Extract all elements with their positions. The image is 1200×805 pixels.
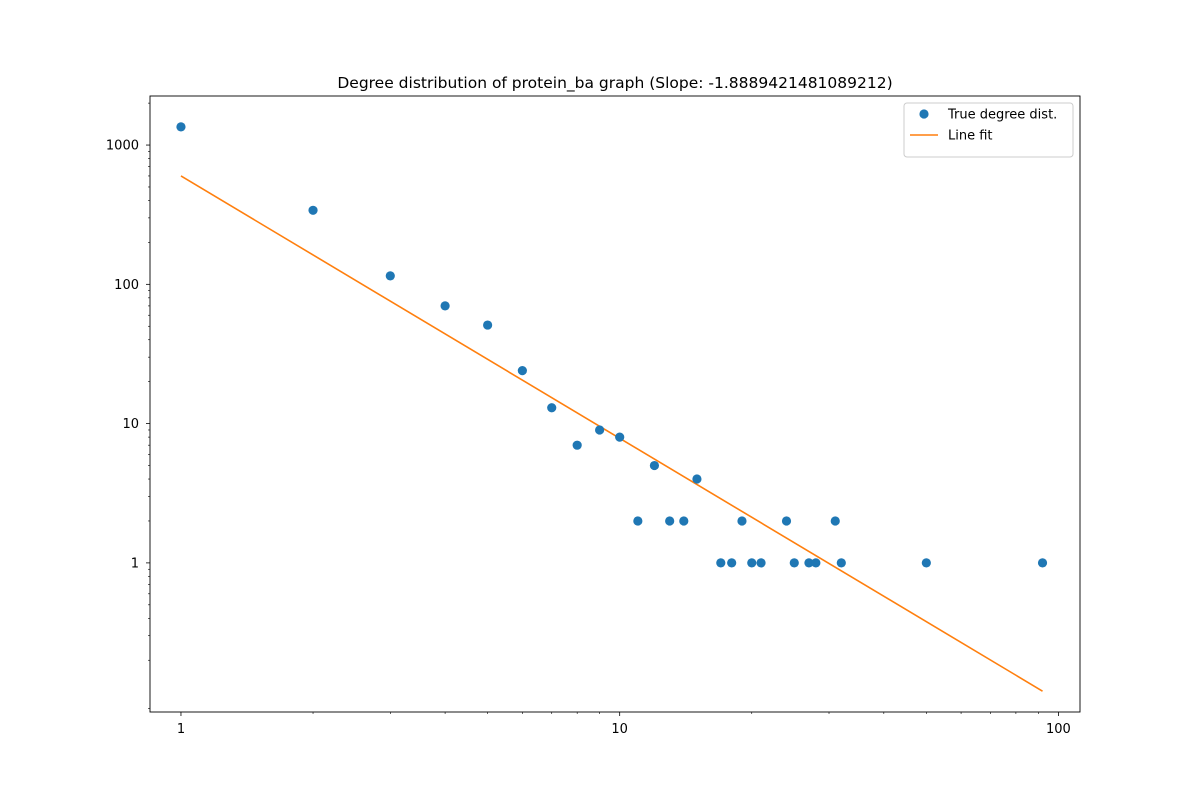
legend-label: Line fit — [948, 129, 993, 144]
data-point — [633, 516, 643, 526]
x-tick-label: 100 — [1046, 722, 1071, 737]
data-point — [517, 366, 527, 376]
chart-title: Degree distribution of protein_ba graph … — [337, 74, 892, 93]
x-tick-label: 1 — [177, 722, 185, 737]
plot-area: 1 10 100 1 10 100 1000 — [106, 95, 1081, 737]
data-point — [716, 558, 726, 568]
data-point — [547, 403, 557, 413]
data-point — [615, 432, 625, 442]
data-point — [665, 516, 675, 526]
y-tick-label: 1000 — [106, 139, 139, 154]
axes-frame — [149, 95, 1081, 713]
data-point — [483, 320, 493, 330]
legend-marker-scatter — [919, 109, 929, 119]
fit-line — [180, 175, 1043, 692]
data-point — [756, 558, 766, 568]
legend-box — [903, 102, 1074, 158]
data-point — [781, 516, 792, 526]
data-point — [737, 516, 747, 526]
data-point — [1037, 558, 1048, 568]
data-point — [727, 558, 737, 568]
data-point — [649, 460, 660, 471]
y-tick-label: 1 — [131, 556, 139, 571]
data-point — [830, 516, 840, 526]
data-point — [804, 558, 814, 568]
y-tick-label: 10 — [122, 417, 139, 432]
data-point — [679, 516, 689, 526]
data-point — [595, 425, 605, 435]
data-point — [308, 205, 318, 215]
data-point — [440, 301, 450, 311]
data-point — [572, 440, 582, 450]
legend-label: True degree dist. — [947, 108, 1057, 123]
data-point — [385, 271, 395, 281]
data-point — [811, 558, 821, 568]
data-point — [836, 558, 846, 568]
legend: True degree dist. Line fit — [903, 102, 1074, 158]
data-point — [921, 558, 931, 568]
data-point — [692, 474, 702, 484]
data-point — [176, 122, 186, 132]
x-tick-label: 10 — [611, 722, 628, 737]
data-point — [789, 558, 799, 568]
y-tick-label: 100 — [114, 278, 139, 293]
data-point — [747, 558, 757, 568]
